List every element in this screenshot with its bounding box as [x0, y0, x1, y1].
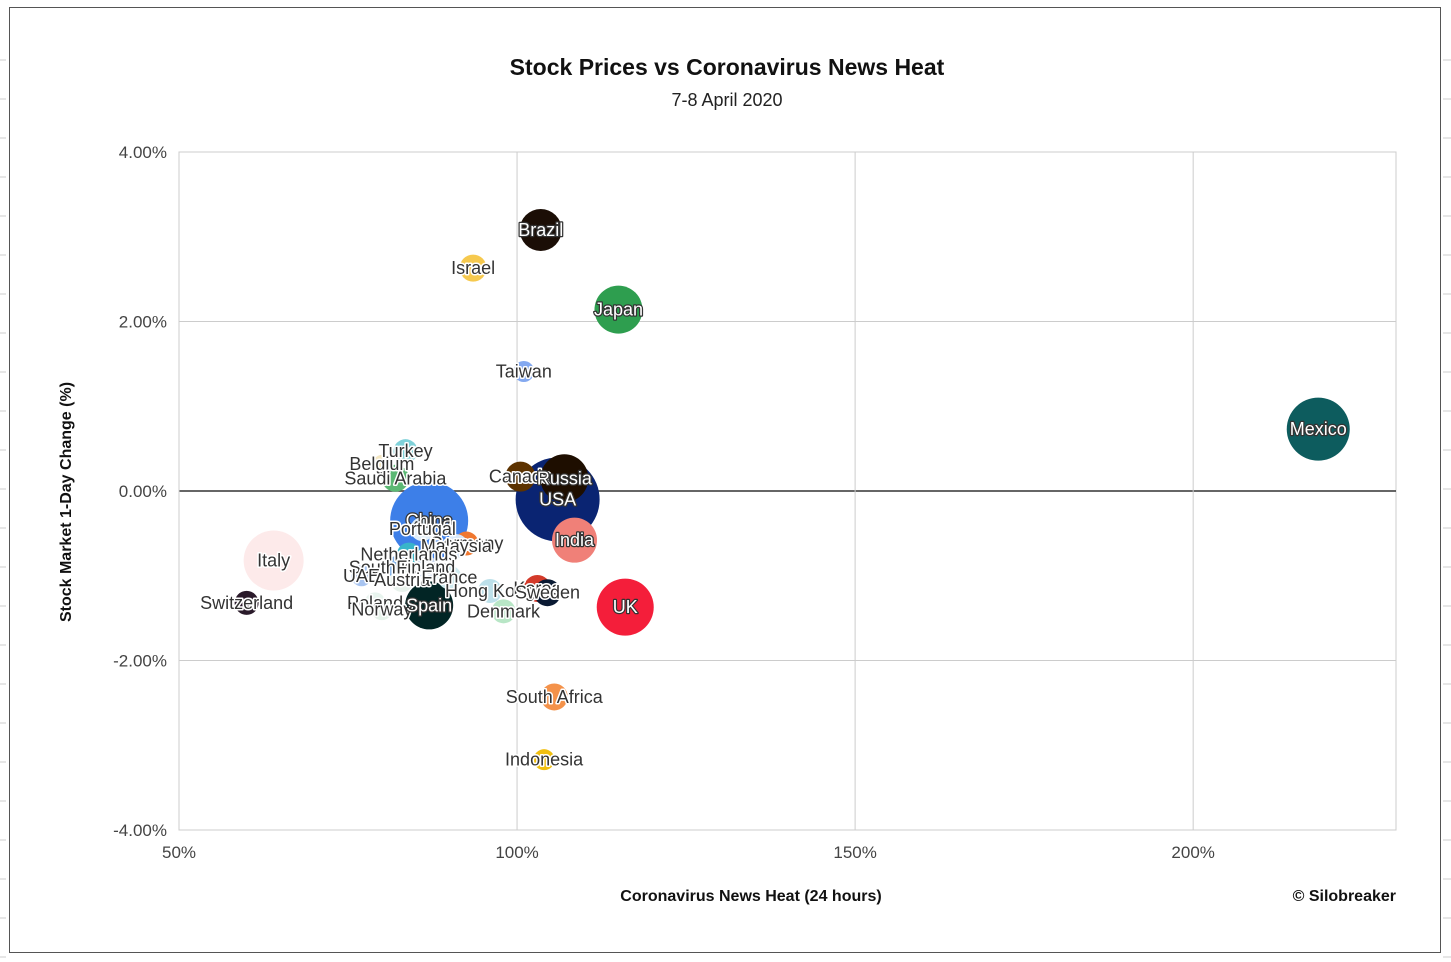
bubble-label-malaysia: Malaysia [421, 536, 493, 556]
y-tick-label: 2.00% [119, 313, 167, 332]
y-tick-label: 0.00% [119, 482, 167, 501]
y-axis-title: Stock Market 1-Day Change (%) [58, 382, 75, 622]
bubble-label-mexico: Mexico [1290, 419, 1347, 439]
tick-labels: 4.00% 2.00% 0.00% -2.00% -4.00% 50% 100% 150% 20… [113, 143, 1215, 862]
bubble-label-hong-kong: Hong Kong [445, 581, 535, 601]
bubble-switzerland[interactable] [234, 590, 259, 615]
chart-title: Stock Prices vs Coronavirus News Heat [510, 54, 945, 80]
bubble-japan[interactable] [594, 285, 643, 334]
bubble-taiwan[interactable] [513, 361, 535, 383]
bubble-label-poland: Poland [347, 593, 403, 613]
bubble-label-norway: Norway [351, 600, 412, 620]
x-axis-title: Coronavirus News Heat (24 hours) [620, 888, 881, 905]
bubble-india[interactable] [552, 517, 598, 563]
x-tick-label: 150% [833, 843, 876, 862]
bubble-label-turkey: Turkey [378, 441, 432, 461]
bubble-turkey[interactable] [393, 439, 418, 464]
x-tick-label: 50% [162, 843, 196, 862]
bubble-label-south-korea: South Korea [349, 557, 450, 577]
bubble-france[interactable] [437, 565, 462, 590]
bubble-label-korea: Korea [513, 578, 562, 598]
bubble-label-canada: Canada [489, 467, 553, 487]
bubble-canada[interactable] [505, 461, 536, 492]
bubble-label-austria: Austria [374, 570, 431, 590]
bubble-label-italy: Italy [257, 550, 290, 570]
bubble-hong-kong[interactable] [478, 579, 503, 604]
bubble-label-denmark: Denmark [467, 601, 541, 621]
bubble-belgium[interactable] [372, 454, 391, 473]
bubble-label-russia: Russia [537, 468, 593, 488]
bubble-denmark[interactable] [491, 599, 516, 624]
bubble-label-japan: Japan [594, 300, 643, 320]
bubble-label-south-africa: South Africa [506, 687, 604, 707]
bubble-israel[interactable] [459, 254, 487, 282]
bubble-austria[interactable] [390, 567, 415, 592]
bubble-mexico[interactable] [1286, 397, 1350, 461]
x-tick-label: 200% [1171, 843, 1214, 862]
bubble-label-belgium: Belgium [349, 454, 414, 474]
bubble-label-usa: USA [539, 489, 576, 509]
bubble-south-africa[interactable] [540, 683, 568, 711]
bubble-label-uk: UK [613, 597, 638, 617]
bubble-label-india: India [555, 530, 595, 550]
bubble-label-taiwan: Taiwan [496, 362, 552, 382]
bubble-label-sweden: Sweden [515, 583, 580, 603]
bubble-label-indonesia: Indonesia [505, 750, 584, 770]
bubble-labels: Brazil Israel Japan Taiwan Mexico TurkeyBelgi… [199, 219, 1348, 771]
x-tick-label: 100% [495, 843, 538, 862]
bubble-label-brazil: Brazil [518, 220, 563, 240]
bubble-label-spain: Spain [406, 595, 452, 615]
bubble-uk[interactable] [596, 578, 654, 636]
bubble-spain[interactable] [405, 581, 454, 630]
gridlines [178, 151, 1397, 831]
bubble-saudi-arabia[interactable] [381, 464, 409, 492]
y-tick-label: -4.00% [113, 821, 167, 840]
bubble-label-israel: Israel [451, 258, 495, 278]
bubble-label-saudi-arabia: Saudi Arabia [344, 468, 447, 488]
bubble-brazil[interactable] [519, 208, 562, 251]
y-tick-label: -2.00% [113, 652, 167, 671]
bubbles [234, 208, 1350, 771]
chart-subtitle: 7-8 April 2020 [671, 90, 782, 110]
bubble-portugal[interactable] [410, 517, 435, 542]
bubble-label-switzerland: Switzerland [200, 593, 293, 613]
bubble-label-germany: Germany [429, 534, 503, 554]
bubble-label-france: France [421, 567, 477, 587]
bubble-label-china: China [406, 511, 454, 531]
bubble-italy[interactable] [243, 530, 304, 591]
bubble-label-portugal: Portugal [389, 519, 456, 539]
bubble-norway[interactable] [371, 599, 393, 621]
bubble-label-uae: UAE [343, 566, 380, 586]
bubble-label-finland: Finland [396, 557, 455, 577]
credit-label: © Silobreaker [1293, 888, 1396, 905]
bubble-uae[interactable] [351, 565, 373, 587]
chart-frame [9, 7, 1441, 953]
bubble-finland[interactable] [413, 555, 438, 580]
bubble-sweden[interactable] [533, 579, 561, 607]
bubble-russia[interactable] [540, 454, 589, 503]
bubble-malaysia[interactable] [444, 534, 469, 559]
bubble-label-netherlands: Netherlands [360, 545, 457, 565]
bubble-indonesia[interactable] [533, 749, 555, 771]
y-tick-label: 4.00% [119, 143, 167, 162]
